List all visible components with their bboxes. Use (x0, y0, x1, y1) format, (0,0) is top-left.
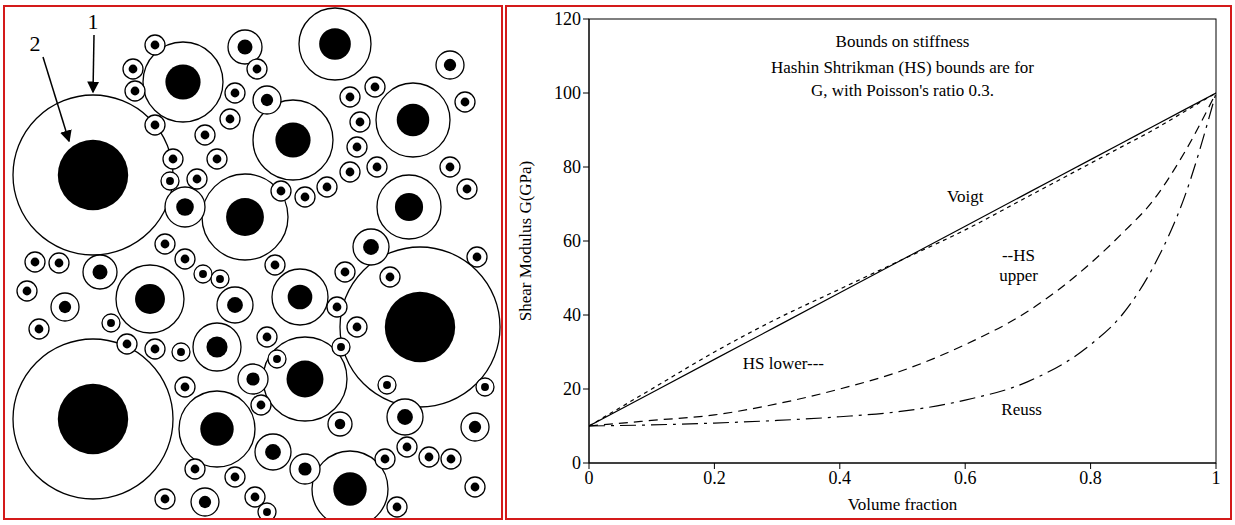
svg-text:100: 100 (554, 83, 581, 103)
svg-text:Bounds on stiffness: Bounds on stiffness (836, 32, 970, 51)
svg-text:120: 120 (554, 9, 581, 29)
svg-text:HS lower---: HS lower--- (743, 354, 825, 373)
svg-text:0.2: 0.2 (703, 468, 726, 488)
svg-text:Hashin Shtrikman (HS) bounds a: Hashin Shtrikman (HS) bounds are for (771, 58, 1034, 77)
svg-text:upper: upper (999, 266, 1038, 285)
svg-text:20: 20 (563, 379, 581, 399)
svg-text:0.8: 0.8 (1079, 468, 1102, 488)
svg-text:0: 0 (572, 453, 581, 473)
svg-text:--HS: --HS (1002, 246, 1035, 265)
svg-text:80: 80 (563, 157, 581, 177)
svg-text:Voigt: Voigt (947, 187, 984, 206)
svg-text:2: 2 (30, 31, 41, 56)
svg-text:Shear Modulus G(GPa): Shear Modulus G(GPa) (516, 161, 535, 322)
svg-text:Volume fraction: Volume fraction (848, 495, 958, 514)
svg-text:0.6: 0.6 (954, 468, 977, 488)
svg-text:1: 1 (88, 9, 99, 34)
svg-text:1: 1 (1212, 468, 1221, 488)
svg-text:Reuss: Reuss (1001, 400, 1042, 419)
svg-text:0.4: 0.4 (829, 468, 852, 488)
svg-text:G, with Poisson's ratio 0.3.: G, with Poisson's ratio 0.3. (811, 81, 994, 100)
svg-text:60: 60 (563, 231, 581, 251)
svg-text:0: 0 (585, 468, 594, 488)
svg-text:40: 40 (563, 305, 581, 325)
